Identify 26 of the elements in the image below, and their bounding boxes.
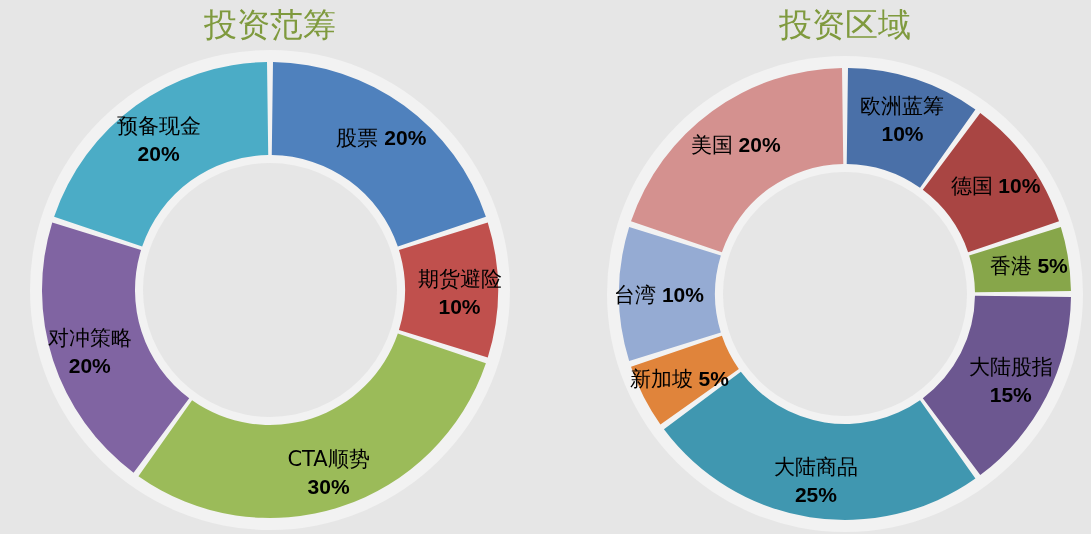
slice-label: CTA顺势 [287,447,370,472]
data-label: 30% [307,475,350,499]
slice-label: 香港 [989,253,1032,278]
slice-label: 大陆商品 [773,454,858,479]
data-label: 20% [732,132,781,156]
slice-label: 股票 [336,125,379,150]
data-label: 10% [438,295,481,318]
data-label: 20% [68,353,112,377]
slice-label: 台湾 [614,283,657,307]
data-label: 15% [989,383,1033,407]
slice-label: 对冲策略 [47,325,132,350]
slice-label: 德国 [950,173,993,198]
slice-label: 预备现金 [116,113,201,138]
data-label: 25% [794,482,838,506]
chart-title: 投资区域 [778,5,911,44]
slice-label: 欧洲蓝筹 [860,94,945,119]
data-label: 20% [378,125,427,149]
data-label: 5% [1031,253,1069,277]
data-label: 10% [992,173,1041,197]
slice-label: 大陆股指 [968,355,1053,380]
data-label: 20% [137,141,180,165]
slice-label: 美国 [690,132,733,157]
data-label: 10% [656,283,705,306]
chart-title: 投资范筹 [203,5,336,44]
data-label: 10% [881,122,924,146]
data-label: 5% [692,367,730,391]
